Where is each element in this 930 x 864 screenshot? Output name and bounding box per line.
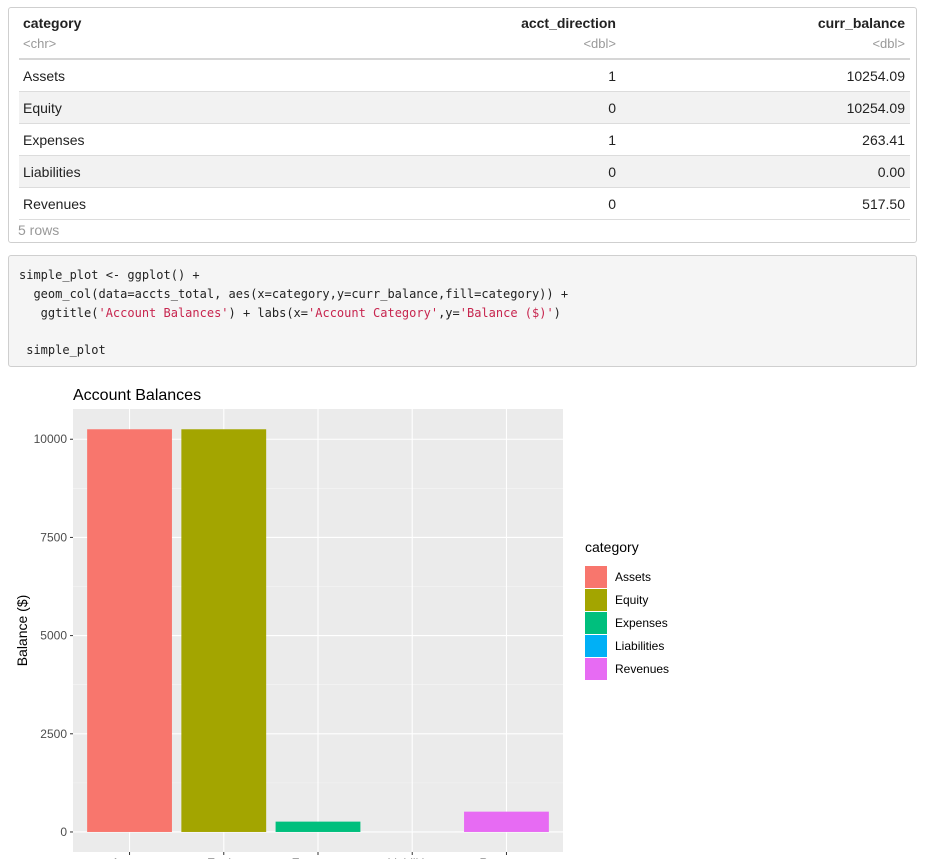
column-header-acct-direction[interactable]: acct_direction xyxy=(521,15,616,31)
legend-label: Revenues xyxy=(615,662,669,676)
y-tick-label: 2500 xyxy=(40,727,67,741)
code-line: geom_col(data=accts_total, aes(x=categor… xyxy=(19,287,568,301)
bar-equity xyxy=(181,429,266,832)
cell-acct-direction: 0 xyxy=(608,196,616,212)
bar-chart: 0 2500 5000 7500 10000 Assets Equity Expenses Li… xyxy=(0,372,930,859)
chart-svg: 0 2500 5000 7500 10000 Assets Equity Expenses Li… xyxy=(0,372,930,859)
cell-curr-balance: 263.41 xyxy=(862,132,905,148)
column-type-category: <chr> xyxy=(23,36,56,51)
code-string: 'Account Category' xyxy=(308,306,438,320)
column-header-curr-balance[interactable]: curr_balance xyxy=(818,15,905,31)
legend-key-revenues xyxy=(585,658,607,680)
cell-acct-direction: 0 xyxy=(608,164,616,180)
y-tick-label: 5000 xyxy=(40,629,67,643)
column-type-curr-balance: <dbl> xyxy=(872,36,905,51)
table-row: Assets 1 10254.09 xyxy=(19,60,910,92)
legend-key-liabilities xyxy=(585,635,607,657)
y-tick-label: 0 xyxy=(60,825,67,839)
cell-acct-direction: 1 xyxy=(608,132,616,148)
chart-title: Account Balances xyxy=(73,387,201,404)
legend-label: Expenses xyxy=(615,616,668,630)
legend-title: category xyxy=(585,539,639,555)
row-count-footer: 5 rows xyxy=(18,222,59,238)
cell-category: Expenses xyxy=(23,132,84,148)
code-line: simple_plot <- ggplot() + xyxy=(19,268,200,282)
column-header-category[interactable]: category xyxy=(23,15,81,31)
code-string: 'Balance ($)' xyxy=(460,306,554,320)
cell-category: Revenues xyxy=(23,196,86,212)
data-table-panel: category <chr> acct_direction <dbl> curr… xyxy=(8,7,917,243)
table-header: category <chr> acct_direction <dbl> curr… xyxy=(19,8,910,60)
table-row: Liabilities 0 0.00 xyxy=(19,156,910,188)
cell-category: Liabilities xyxy=(23,164,81,180)
legend-label: Liabilities xyxy=(615,639,664,653)
bar-assets xyxy=(87,429,172,832)
y-tick-label: 7500 xyxy=(40,530,67,544)
code-token: ) xyxy=(554,306,561,320)
data-table: category <chr> acct_direction <dbl> curr… xyxy=(19,8,910,220)
cell-category: Equity xyxy=(23,100,62,116)
code-chunk[interactable]: simple_plot <- ggplot() + geom_col(data=… xyxy=(8,255,917,367)
code-string: 'Account Balances' xyxy=(98,306,228,320)
bar-expenses xyxy=(276,822,361,832)
cell-curr-balance: 10254.09 xyxy=(847,100,905,116)
code-token: ) + labs(x= xyxy=(229,306,308,320)
y-axis-label: Balance ($) xyxy=(14,595,30,667)
legend-key-equity xyxy=(585,589,607,611)
code-line: simple_plot xyxy=(19,343,106,357)
cell-curr-balance: 10254.09 xyxy=(847,68,905,84)
legend-key-expenses xyxy=(585,612,607,634)
y-tick-label: 10000 xyxy=(34,432,68,446)
cell-acct-direction: 1 xyxy=(608,68,616,84)
table-row: Equity 0 10254.09 xyxy=(19,92,910,124)
column-type-acct-direction: <dbl> xyxy=(583,36,616,51)
legend-label: Assets xyxy=(615,570,651,584)
code-token: ggtitle( xyxy=(19,306,98,320)
cell-curr-balance: 517.50 xyxy=(862,196,905,212)
code-token: ,y= xyxy=(438,306,460,320)
table-row: Revenues 0 517.50 xyxy=(19,188,910,220)
cell-acct-direction: 0 xyxy=(608,100,616,116)
table-row: Expenses 1 263.41 xyxy=(19,124,910,156)
cell-curr-balance: 0.00 xyxy=(878,164,905,180)
legend-label: Equity xyxy=(615,593,648,607)
bar-revenues xyxy=(464,812,549,832)
code-line: ggtitle('Account Balances') + labs(x='Ac… xyxy=(19,306,561,320)
legend-key-assets xyxy=(585,566,607,588)
cell-category: Assets xyxy=(23,68,65,84)
